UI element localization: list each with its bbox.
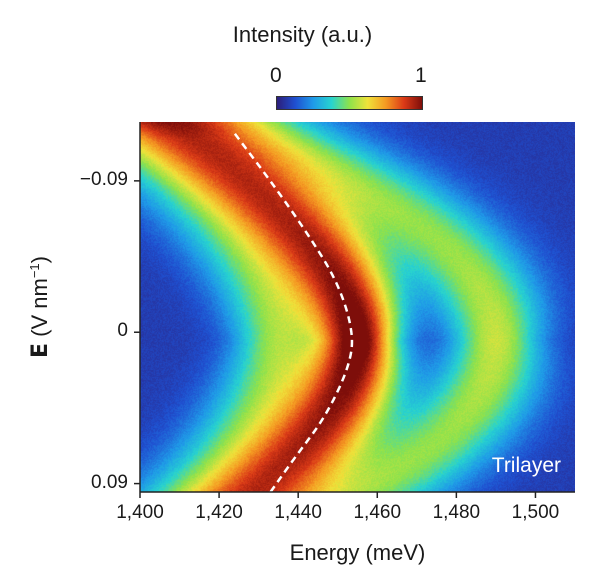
x-tick-label: 1,460 bbox=[337, 502, 417, 524]
x-tick-label: 1,420 bbox=[179, 502, 259, 524]
x-tick-label: 1,400 bbox=[100, 502, 180, 524]
x-tick-label: 1,500 bbox=[495, 502, 575, 524]
y-tick-label: 0 bbox=[48, 320, 128, 342]
y-tick-label: 0.09 bbox=[48, 472, 128, 494]
x-tick-label: 1,480 bbox=[416, 502, 496, 524]
y-axis-label: E (V nm−1) bbox=[27, 256, 53, 358]
y-tick-label: −0.09 bbox=[48, 169, 128, 191]
x-axis-label: Energy (meV) bbox=[140, 540, 575, 566]
x-tick-label: 1,440 bbox=[258, 502, 338, 524]
axes bbox=[0, 0, 605, 584]
